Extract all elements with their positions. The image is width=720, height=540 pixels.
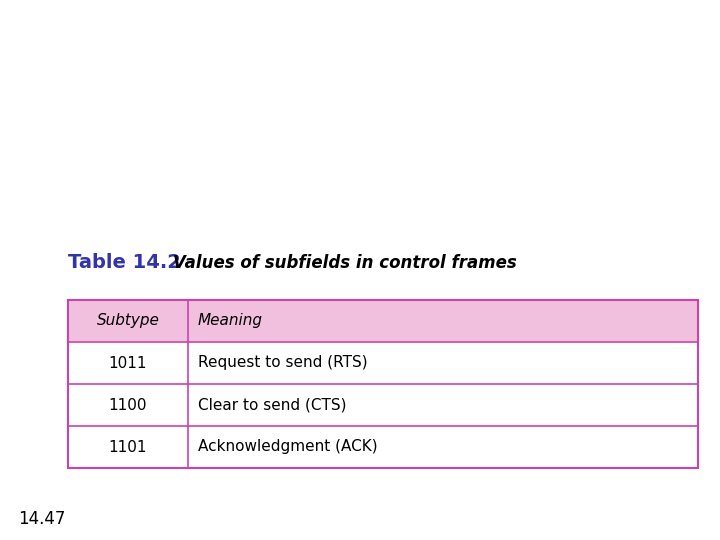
Text: Acknowledgment (ACK): Acknowledgment (ACK)	[198, 440, 377, 455]
Text: 1101: 1101	[109, 440, 148, 455]
Text: 1011: 1011	[109, 355, 148, 370]
Text: 1100: 1100	[109, 397, 148, 413]
Bar	[68, 426, 698, 468]
Text: Meaning: Meaning	[198, 314, 263, 328]
Text: Table 14.2: Table 14.2	[68, 253, 181, 272]
Bar	[68, 342, 698, 384]
Bar	[68, 384, 698, 426]
Bar	[68, 300, 698, 342]
Text: 14.47: 14.47	[18, 510, 66, 528]
Text: Subtype: Subtype	[96, 314, 159, 328]
Text: Values of subfields in control frames: Values of subfields in control frames	[173, 254, 517, 272]
Text: Clear to send (CTS): Clear to send (CTS)	[198, 397, 346, 413]
Text: Request to send (RTS): Request to send (RTS)	[198, 355, 368, 370]
